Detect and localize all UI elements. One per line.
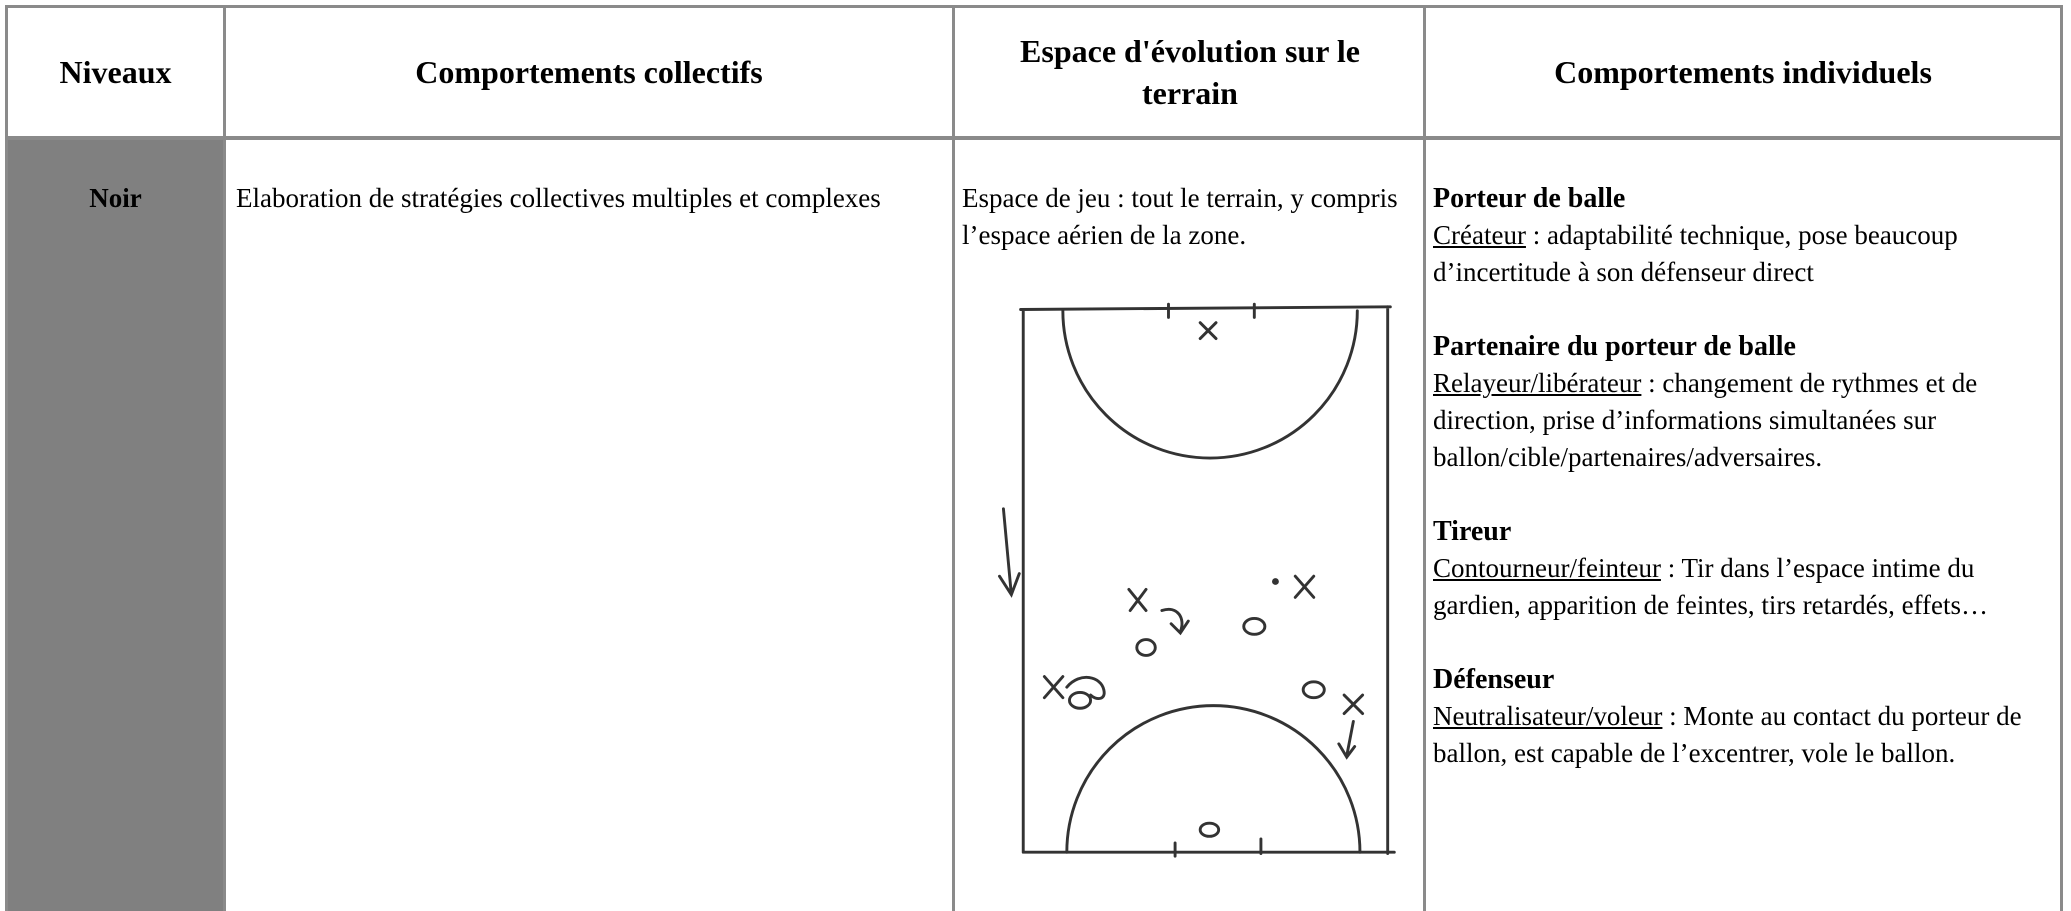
role-section: Porteur de balle Créateur : adaptabilité … (1433, 180, 2058, 291)
level-cell-bg (8, 140, 223, 911)
role-name: Contourneur/feinteur (1433, 553, 1661, 583)
header: Comportements collectifs (415, 54, 763, 90)
header: Comportements individuels (1554, 54, 1932, 90)
individual-list: Porteur de balle Créateur : adaptabilité … (1433, 180, 2058, 809)
level: Noir (89, 183, 142, 213)
role-section: Partenaire du porteur de balle Relayeur/l… (1433, 328, 2058, 476)
role-section: Défenseur Neutralisateur/voleur : Monte a… (1433, 661, 2058, 772)
header: Niveaux (59, 54, 172, 90)
role-desc: : changement de rythmes et de direction,… (1433, 368, 1978, 472)
role-name: Neutralisateur/voleur (1433, 701, 1663, 731)
role-name: Relayeur/libérateur (1433, 368, 1642, 398)
table-frame (5, 5, 2063, 911)
role-desc: : Monte au contact du porteur de ballon,… (1433, 701, 2022, 768)
role-desc: : Tir dans l’espace intime du gardien, a… (1433, 553, 1989, 620)
col-border (1423, 5, 1426, 911)
role-title: Porteur de balle (1433, 183, 1626, 214)
collective: Elaboration de stratégies collectives mu… (236, 183, 881, 213)
header: Espace d'évolution sur le terrain (1020, 33, 1360, 111)
row-border (5, 136, 2063, 140)
role-title: Tireur (1433, 516, 1512, 547)
role-desc: : adaptabilité technique, pose beaucoup … (1433, 220, 1958, 287)
col-border (223, 5, 226, 911)
role-title: Partenaire du porteur de balle (1433, 331, 1796, 362)
role-section: Tireur Contourneur/feinteur : Tir dans l’… (1433, 513, 2058, 624)
role-name: Créateur (1433, 220, 1526, 250)
role-title: Défenseur (1433, 664, 1555, 695)
space: Espace de jeu : tout le terrain, y compr… (962, 183, 1398, 250)
court-sketch (998, 302, 1396, 858)
col-border (952, 5, 955, 911)
